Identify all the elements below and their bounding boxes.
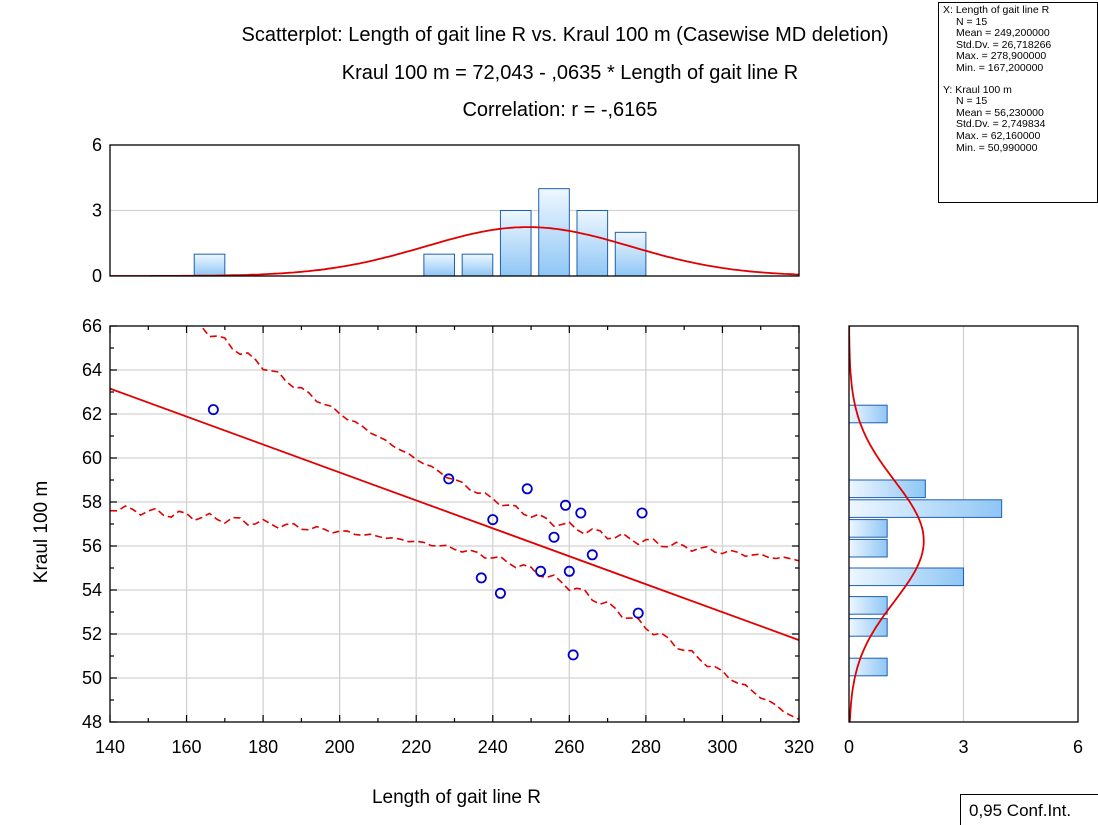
right-hist-tick-label: 6 (1073, 737, 1083, 757)
x-tick-label: 220 (401, 737, 431, 757)
top-hist-tick-label: 6 (92, 135, 102, 155)
x-stat-min: Min. = 167,200000 (943, 63, 1097, 75)
data-point (209, 405, 218, 414)
x-tick-label: 240 (478, 737, 508, 757)
data-point (523, 484, 532, 493)
y-tick-label: 52 (82, 624, 102, 644)
top-hist-tick-label: 0 (92, 266, 102, 286)
y-hist-bar (849, 568, 964, 586)
right-hist-tick-label: 3 (958, 737, 968, 757)
regression-line (110, 389, 799, 640)
y-stat-n: N = 15 (943, 96, 1097, 108)
y-tick-label: 66 (82, 316, 102, 336)
main-plot-frame (110, 326, 799, 722)
y-tick-label: 50 (82, 668, 102, 688)
y-tick-label: 60 (82, 448, 102, 468)
y-hist-bar (849, 520, 887, 538)
top-hist-tick-label: 3 (92, 201, 102, 221)
y-hist-bar (849, 539, 887, 557)
x-tick-label: 200 (325, 737, 355, 757)
conf-band-lower (110, 506, 799, 719)
data-point (536, 567, 545, 576)
y-stat-min: Min. = 50,990000 (943, 143, 1097, 155)
x-hist-bar (424, 254, 455, 276)
y-tick-label: 58 (82, 492, 102, 512)
y-tick-label: 62 (82, 404, 102, 424)
y-tick-label: 56 (82, 536, 102, 556)
y-hist-bar (849, 619, 887, 637)
y-hist-bar (849, 658, 887, 676)
x-hist-bar (500, 211, 531, 277)
y-hist-bar (849, 480, 925, 498)
x-hist-bar (462, 254, 493, 276)
y-stat-max: Max. = 62,160000 (943, 131, 1097, 143)
stats-box: X: Length of gait line R N = 15 Mean = 2… (938, 2, 1098, 203)
conf-int-legend: 0,95 Conf.Int. (960, 794, 1098, 825)
right-hist-tick-label: 0 (844, 737, 854, 757)
x-hist-bar (615, 232, 646, 276)
x-tick-label: 260 (554, 737, 584, 757)
data-point (477, 573, 486, 582)
x-hist-bar (577, 211, 608, 277)
y-axis-label: Kraul 100 m (31, 481, 52, 583)
y-hist-bar (849, 597, 887, 615)
data-point (549, 533, 558, 542)
x-tick-label: 280 (631, 737, 661, 757)
x-hist-bar (194, 254, 225, 276)
x-tick-label: 320 (784, 737, 814, 757)
y-tick-label: 48 (82, 712, 102, 732)
x-axis-label: Length of gait line R (372, 787, 541, 808)
x-tick-label: 300 (707, 737, 737, 757)
data-point (634, 609, 643, 618)
y-hist-bar (849, 500, 1002, 518)
x-tick-label: 180 (248, 737, 278, 757)
x-hist-bar (539, 189, 570, 276)
data-point (576, 508, 585, 517)
data-point (588, 550, 597, 559)
x-tick-label: 160 (172, 737, 202, 757)
x-tick-label: 140 (95, 737, 125, 757)
x-stat-title: X: Length of gait line R (943, 5, 1097, 17)
y-tick-label: 54 (82, 580, 102, 600)
y-tick-label: 64 (82, 360, 102, 380)
